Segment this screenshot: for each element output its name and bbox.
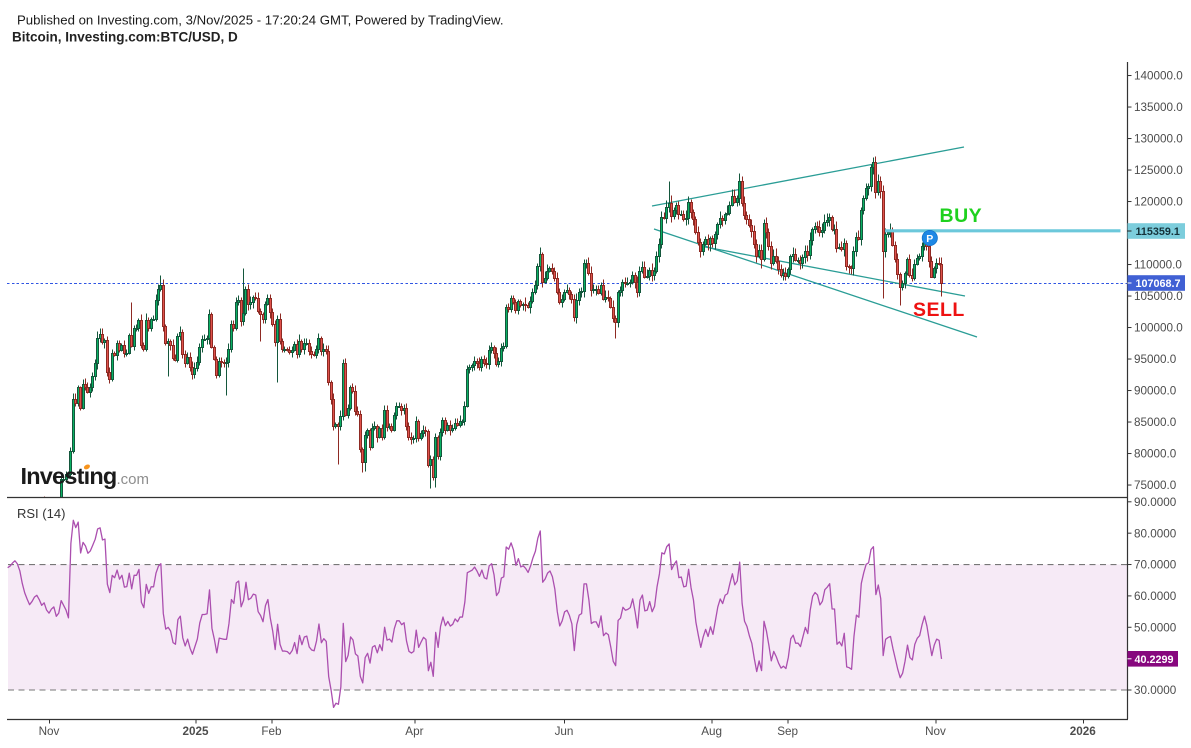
svg-text:70.0000: 70.0000 [1134, 559, 1177, 572]
svg-text:Aug: Aug [701, 725, 722, 738]
svg-text:Nov: Nov [925, 725, 946, 738]
svg-text:60.0000: 60.0000 [1134, 590, 1177, 603]
svg-text:107068.7: 107068.7 [1136, 278, 1181, 290]
svg-text:140000.0: 140000.0 [1134, 70, 1183, 83]
svg-text:90.0000: 90.0000 [1134, 496, 1177, 509]
svg-text:Jun: Jun [555, 725, 574, 738]
svg-text:Feb: Feb [261, 725, 282, 738]
svg-text:115359.1: 115359.1 [1136, 226, 1180, 238]
svg-text:110000.0: 110000.0 [1134, 259, 1182, 272]
svg-text:RSI (14): RSI (14) [17, 506, 65, 521]
svg-text:135000.0: 135000.0 [1134, 101, 1183, 114]
svg-text:105000.0: 105000.0 [1134, 290, 1183, 303]
svg-text:2026: 2026 [1070, 725, 1097, 738]
svg-text:2025: 2025 [182, 725, 209, 738]
svg-text:30.0000: 30.0000 [1134, 684, 1177, 697]
svg-text:75000.0: 75000.0 [1134, 479, 1177, 492]
svg-text:40.2299: 40.2299 [1135, 654, 1174, 666]
svg-text:100000.0: 100000.0 [1134, 322, 1183, 335]
svg-text:P: P [926, 233, 933, 245]
svg-text:125000.0: 125000.0 [1134, 164, 1183, 177]
svg-text:120000.0: 120000.0 [1134, 196, 1183, 209]
svg-text:SELL: SELL [913, 299, 965, 321]
svg-text:Bitcoin, Investing.com:BTC/USD: Bitcoin, Investing.com:BTC/USD, D [12, 30, 238, 45]
svg-text:95000.0: 95000.0 [1134, 353, 1177, 366]
svg-text:Nov: Nov [39, 725, 60, 738]
svg-text:85000.0: 85000.0 [1134, 416, 1177, 429]
svg-text:Sep: Sep [777, 725, 798, 738]
svg-text:90000.0: 90000.0 [1134, 385, 1177, 398]
svg-text:BUY: BUY [940, 205, 983, 227]
svg-text:130000.0: 130000.0 [1134, 133, 1183, 146]
svg-text:80000.0: 80000.0 [1134, 448, 1177, 461]
svg-text:50.0000: 50.0000 [1134, 621, 1177, 634]
svg-text:80.0000: 80.0000 [1134, 527, 1177, 540]
svg-text:Apr: Apr [405, 725, 423, 738]
svg-text:Published on Investing.com, 3/: Published on Investing.com, 3/Nov/2025 -… [17, 13, 504, 28]
